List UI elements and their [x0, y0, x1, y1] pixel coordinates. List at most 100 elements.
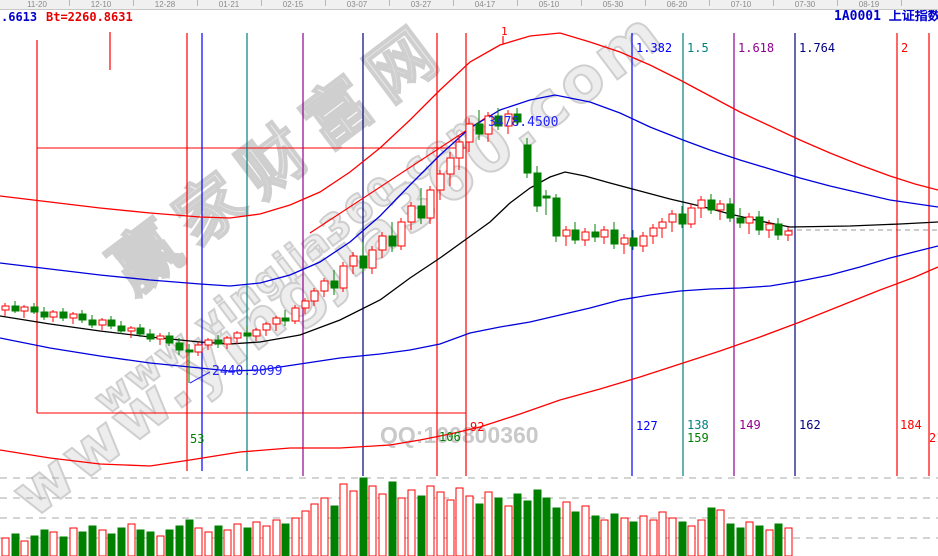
volume-bar-down [388, 481, 397, 556]
date-tick [453, 0, 454, 6]
volume-bar-up [784, 527, 793, 556]
candle-up [272, 317, 281, 325]
volume-bar-up [600, 519, 609, 556]
date-label: 06-20 [666, 0, 688, 9]
volume-bar-down [281, 523, 290, 556]
volume-bar-down [610, 513, 619, 556]
trough-price: 2440.9099 [212, 364, 283, 379]
volume-bar-up [649, 519, 658, 556]
candle-up [697, 199, 706, 209]
candle-up [223, 337, 232, 345]
band-red-upper [0, 32, 938, 219]
candle-up [649, 227, 658, 237]
fib-2: 2 [901, 41, 909, 55]
band-black-mid [0, 171, 938, 345]
date-label: 07-30 [794, 0, 816, 9]
candle-up [252, 329, 261, 337]
candle-up [687, 207, 696, 225]
volume-bar-up [658, 511, 667, 556]
volume-bar-up [223, 529, 232, 556]
trendline[interactable] [309, 114, 491, 234]
date-label: 12-28 [154, 0, 176, 9]
candle-down [726, 203, 735, 219]
date-label: 01-21 [218, 0, 240, 9]
count-149: 149 [739, 418, 761, 432]
volume-bar-up [639, 515, 648, 556]
date-ruler: 11-20 12-10 12-28 01-21 02-15 03-07 03-27 04-17… [0, 0, 938, 10]
candle-up [446, 157, 455, 175]
volume-bar-up [765, 529, 774, 556]
volume-bar-down [175, 525, 184, 556]
volume-bar-down [475, 503, 484, 556]
volume-bar-up [291, 517, 300, 556]
candle-up [127, 327, 136, 332]
volume-bar-up [69, 527, 78, 556]
volume-bar-down [30, 535, 39, 556]
candle-up [368, 249, 377, 269]
volume-bar-down [542, 497, 551, 556]
candle-up [455, 141, 464, 159]
volume-bar-up [301, 510, 310, 556]
volume-bar-down [707, 507, 716, 556]
count-162: 162 [799, 418, 821, 432]
candle-up [320, 280, 329, 292]
fib-1764: 1.764 [799, 41, 836, 55]
volume-bar-up [484, 491, 493, 556]
count-92: 92 [470, 420, 485, 434]
date-tick [645, 0, 646, 6]
volume-bar-down [330, 505, 339, 556]
volume-bar-up [620, 517, 629, 556]
candle-up [668, 213, 677, 223]
volume-bar-up [397, 497, 406, 556]
volume-bar-down [11, 533, 20, 556]
volume-bar-down [78, 531, 87, 556]
volume-bar-up [98, 529, 107, 556]
candle-down [30, 306, 39, 313]
candle-up [233, 332, 242, 339]
date-label: 03-27 [410, 0, 432, 9]
date-tick [197, 0, 198, 6]
candle-down [755, 216, 764, 231]
candle-up [639, 235, 648, 247]
candle-down [629, 237, 638, 247]
fib-1382: 1.382 [636, 41, 673, 55]
volume-bar-down [165, 529, 174, 556]
count-106: 106 [439, 430, 461, 444]
volume-bar-up [272, 519, 281, 556]
candle-down [359, 255, 368, 269]
volume-bar-down [629, 521, 638, 556]
candle-up [504, 113, 513, 127]
date-tick [325, 0, 326, 6]
candle-up [745, 216, 754, 224]
volume-bar-down [243, 527, 252, 556]
date-tick [901, 0, 902, 6]
volume-bar-down [678, 521, 687, 556]
volume-bar-down [513, 493, 522, 556]
candle-down [107, 319, 116, 327]
date-tick [709, 0, 710, 6]
volume-bar-up [349, 490, 358, 556]
candle-up [716, 203, 725, 211]
volume-bar-up [581, 505, 590, 556]
volume-bar-up [716, 509, 725, 556]
date-tick [581, 0, 582, 6]
date-label: 11-20 [27, 0, 47, 9]
count-127: 127 [636, 419, 658, 433]
candle-up [291, 307, 300, 322]
volume-bar-up [20, 540, 29, 556]
candle-up [620, 237, 629, 245]
volume-bar-up [455, 487, 464, 556]
date-label: 05-30 [602, 0, 624, 9]
candle-down [388, 235, 397, 247]
volume-bar-up [562, 501, 571, 556]
volume-bar-up [252, 521, 261, 556]
date-tick [389, 0, 390, 6]
candle-up [378, 235, 387, 251]
volume-bar-up [127, 523, 136, 556]
volume-bar-up [262, 525, 271, 556]
candle-up [301, 300, 310, 309]
candle-up [194, 344, 203, 353]
date-label: 07-10 [730, 0, 752, 9]
